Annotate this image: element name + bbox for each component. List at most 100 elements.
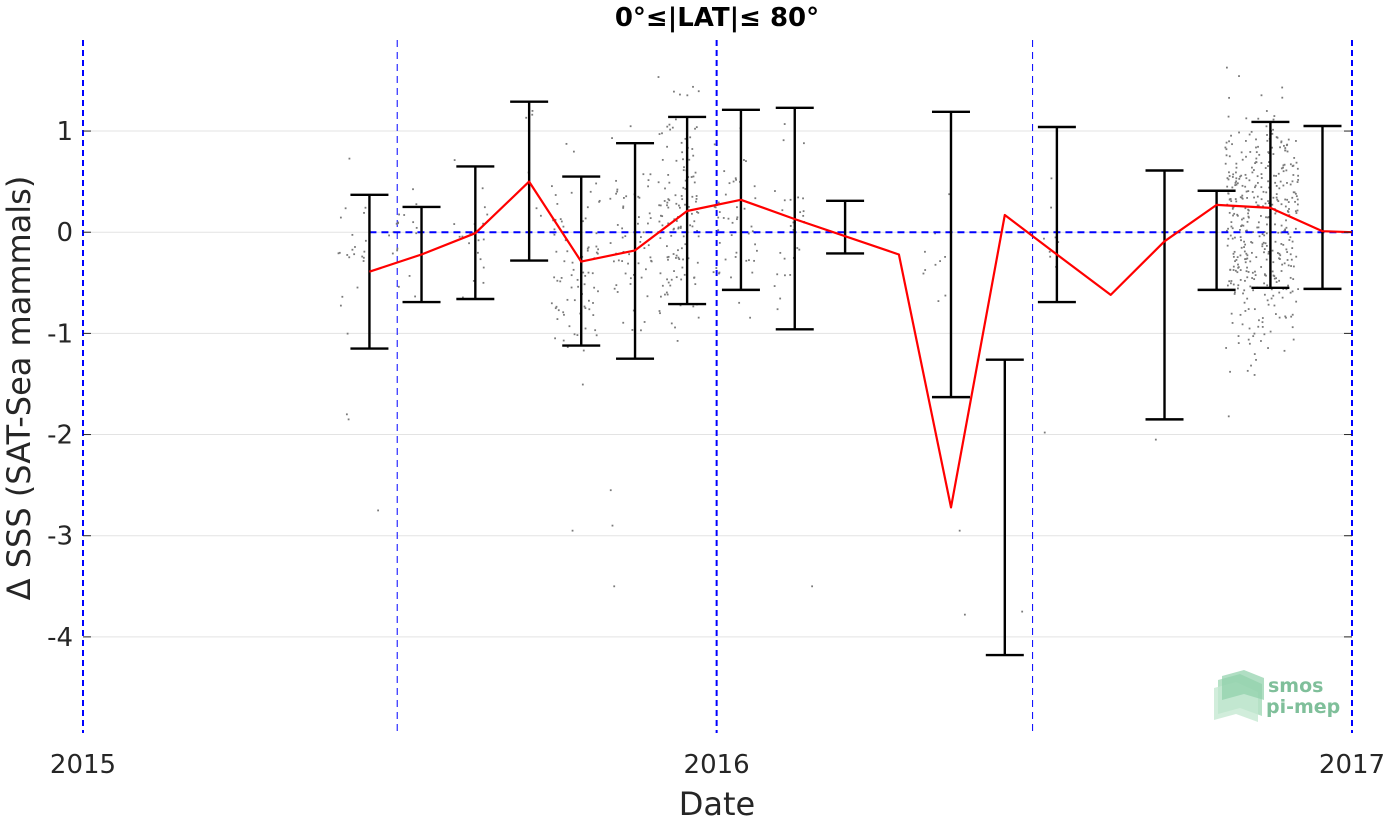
- data-point: [363, 250, 366, 253]
- data-point: [661, 224, 664, 227]
- data-point: [1272, 118, 1275, 121]
- data-point: [395, 222, 398, 225]
- data-point: [1247, 338, 1250, 341]
- data-point: [573, 333, 576, 336]
- data-point: [1249, 151, 1252, 153]
- data-point: [609, 489, 612, 492]
- data-point: [1295, 300, 1298, 303]
- data-point: [1257, 204, 1260, 207]
- data-point: [948, 193, 951, 196]
- data-point: [398, 213, 400, 216]
- data-point: [1267, 202, 1270, 205]
- data-point: [1228, 175, 1231, 177]
- data-point: [675, 202, 678, 205]
- data-point: [1240, 239, 1242, 242]
- data-point: [353, 253, 356, 256]
- data-point: [566, 346, 569, 348]
- data-point: [1280, 270, 1283, 272]
- data-point: [566, 250, 569, 253]
- data-point: [1285, 226, 1288, 229]
- data-point: [1231, 237, 1234, 240]
- data-point: [1257, 226, 1260, 229]
- data-point: [1245, 155, 1247, 158]
- data-point: [1295, 140, 1297, 142]
- data-point: [747, 232, 750, 235]
- data-point: [1279, 146, 1281, 149]
- data-point: [1294, 200, 1296, 203]
- data-point: [1227, 415, 1230, 418]
- data-point: [1275, 277, 1278, 280]
- data-point: [691, 195, 694, 198]
- y-tick-label: 1: [56, 117, 73, 147]
- data-point: [453, 223, 456, 225]
- data-point: [1256, 204, 1259, 207]
- data-point: [677, 249, 679, 252]
- data-point: [1280, 140, 1283, 143]
- data-point: [1296, 181, 1299, 183]
- data-point: [1297, 179, 1300, 181]
- data-point: [674, 194, 677, 197]
- data-point: [670, 234, 673, 237]
- data-point: [1263, 293, 1266, 296]
- data-point: [609, 242, 612, 244]
- data-point: [1255, 146, 1257, 149]
- data-point: [482, 238, 485, 241]
- data-point: [1231, 186, 1234, 189]
- data-point: [750, 225, 753, 228]
- data-point: [1250, 241, 1253, 243]
- data-point: [1235, 180, 1238, 183]
- data-point: [1285, 288, 1288, 291]
- data-point: [792, 228, 795, 231]
- data-point: [684, 179, 687, 182]
- data-point: [736, 216, 739, 219]
- data-point: [1280, 224, 1283, 227]
- data-point: [566, 298, 569, 301]
- data-point: [1247, 216, 1250, 219]
- data-point: [461, 296, 464, 299]
- data-point: [1288, 239, 1291, 241]
- data-point: [1260, 94, 1263, 97]
- data-point: [1262, 241, 1265, 244]
- data-point: [468, 242, 470, 245]
- data-point: [1225, 141, 1228, 144]
- data-point: [663, 200, 666, 202]
- data-point: [622, 321, 625, 324]
- data-point: [563, 313, 565, 316]
- data-point: [592, 314, 595, 316]
- data-point: [1265, 274, 1267, 277]
- data-point: [637, 222, 639, 225]
- data-point: [554, 194, 557, 196]
- data-point: [679, 93, 681, 96]
- data-point: [1226, 284, 1229, 287]
- data-point: [1230, 312, 1233, 315]
- data-point: [666, 125, 669, 128]
- data-point: [664, 187, 666, 190]
- data-point: [735, 251, 738, 254]
- data-point: [1252, 335, 1255, 338]
- data-point: [1050, 177, 1053, 180]
- data-point: [586, 247, 589, 250]
- data-point: [811, 585, 814, 588]
- data-point: [1281, 296, 1284, 299]
- data-point: [1235, 162, 1238, 165]
- data-point: [595, 334, 598, 337]
- data-point: [1243, 240, 1245, 243]
- data-point: [1295, 195, 1298, 198]
- data-point: [1246, 257, 1249, 260]
- data-point: [784, 274, 786, 277]
- data-point: [587, 271, 590, 274]
- data-point: [1245, 177, 1248, 180]
- data-point: [1287, 201, 1290, 203]
- monthly-mean-line: [369, 180, 1353, 509]
- data-point: [682, 158, 684, 161]
- data-point: [1235, 183, 1238, 186]
- data-point: [1228, 96, 1230, 99]
- data-point: [461, 235, 464, 238]
- data-point: [1294, 227, 1297, 230]
- data-point: [1230, 134, 1232, 137]
- data-point: [597, 290, 599, 293]
- data-point: [1284, 228, 1287, 231]
- data-point: [1260, 215, 1262, 217]
- data-point: [1282, 184, 1285, 187]
